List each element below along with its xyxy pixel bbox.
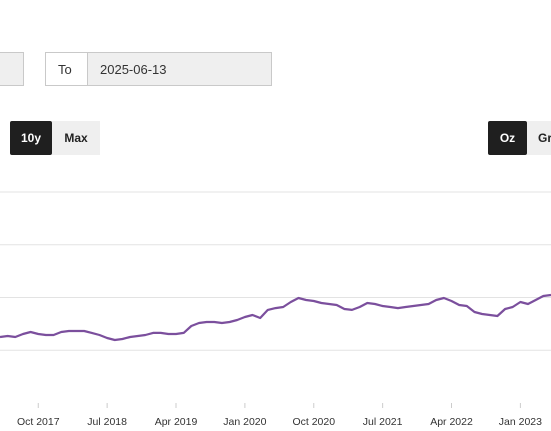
unit-button[interactable]: Gr xyxy=(527,121,551,155)
to-value: 2025-06-13 xyxy=(100,62,167,77)
to-label: To xyxy=(58,62,72,77)
x-tick-label: Jan 2023 xyxy=(499,416,542,428)
unit-button[interactable]: Oz xyxy=(488,121,527,155)
from-input[interactable] xyxy=(0,52,24,86)
range-button[interactable]: 10y xyxy=(10,121,52,155)
x-tick-label: Jul 2018 xyxy=(87,416,127,428)
x-tick-label: Jan 2020 xyxy=(223,416,266,428)
x-tick-label: Oct 2017 xyxy=(17,416,60,428)
x-tick-label: Apr 2019 xyxy=(155,416,198,428)
x-tick-label: Oct 2020 xyxy=(292,416,335,428)
price-line xyxy=(0,293,551,342)
to-field xyxy=(45,52,272,86)
x-tick-label: Jul 2021 xyxy=(363,416,403,428)
to-input[interactable] xyxy=(87,52,272,86)
range-button[interactable]: Max xyxy=(52,121,100,155)
x-tick-label: Apr 2022 xyxy=(430,416,473,428)
